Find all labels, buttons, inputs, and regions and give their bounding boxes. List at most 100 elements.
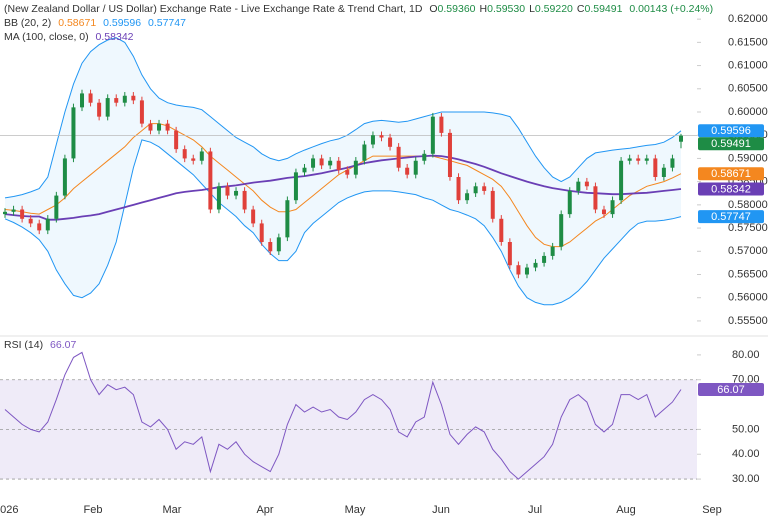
candle-body — [302, 167, 307, 173]
price-badge — [698, 210, 764, 224]
rsi-legend: RSI (14) 66.07 — [4, 339, 76, 351]
ohlc-value: 0.59491 — [584, 3, 622, 15]
candle-body — [482, 186, 487, 191]
price-badge-label: 0.58342 — [711, 183, 751, 195]
y-tick-label: 0.55500 — [728, 315, 768, 327]
candle-body — [80, 93, 85, 108]
candle-body — [388, 137, 393, 147]
candle-body — [191, 158, 196, 161]
candle-body — [405, 167, 410, 175]
header: (New Zealand Dollar / US Dollar) Exchang… — [4, 3, 713, 15]
candle-body — [636, 158, 641, 161]
ohlc-value: 0.59530 — [487, 3, 525, 15]
candle-body — [465, 193, 470, 201]
candle-body — [148, 123, 153, 131]
candle-body — [105, 98, 110, 117]
ohlc-value: 0.59360 — [438, 3, 476, 15]
candle-body — [584, 181, 589, 187]
rsi-badge-label: 66.07 — [717, 384, 745, 396]
candle-body — [97, 102, 102, 117]
candle-body — [567, 190, 572, 215]
candle-body — [319, 158, 324, 166]
x-tick-label: Feb — [84, 504, 103, 516]
bb-legend: BB (20, 2) 0.58671 0.59596 0.57747 — [4, 17, 186, 29]
candle-body — [627, 158, 632, 161]
ohlc: O0.59360 H0.59530 L0.59220 C0.59491 — [429, 3, 622, 15]
candle-body — [473, 186, 478, 194]
candle-body — [490, 190, 495, 219]
candle-body — [601, 209, 606, 215]
legend-area: (New Zealand Dollar / US Dollar) Exchang… — [4, 3, 713, 351]
x-tick-label: Jul — [528, 504, 542, 516]
candle-body — [499, 218, 504, 242]
candle-body — [653, 158, 658, 177]
candle-body — [430, 116, 435, 154]
candle-body — [165, 123, 170, 131]
price-badge-label: 0.57747 — [711, 211, 751, 223]
y-tick-label: 0.60500 — [728, 83, 768, 95]
candle-body — [182, 149, 187, 159]
candle-body — [533, 262, 538, 268]
candle-body — [619, 160, 624, 201]
candle-body — [157, 123, 162, 131]
rsi-tick-label: 30.00 — [732, 473, 760, 485]
candle-body — [268, 242, 273, 252]
header-title: (New Zealand Dollar / US Dollar) Exchang… — [4, 3, 423, 15]
candle-body — [242, 190, 247, 210]
candle-body — [661, 167, 666, 177]
candle-body — [670, 158, 675, 168]
x-tick-label: Apr — [256, 504, 273, 516]
ohlc-label: L — [529, 3, 535, 15]
ma-line — [4, 154, 682, 221]
candle-body — [293, 172, 298, 201]
bb-lower-line — [4, 139, 682, 306]
y-tick-label: 0.57000 — [728, 245, 768, 257]
candle-body — [422, 153, 427, 161]
candle-body — [114, 98, 119, 103]
y-tick-label: 0.61500 — [728, 36, 768, 48]
price-badge — [698, 182, 764, 196]
candle-body — [88, 93, 93, 103]
candle-body — [370, 135, 375, 145]
ma-value: 0.58342 — [96, 31, 134, 43]
candle-body — [524, 267, 529, 275]
ohlc-label: H — [480, 3, 488, 15]
candle-body — [216, 186, 221, 210]
rsi-tick-label: 50.00 — [732, 423, 760, 435]
plot-area: 0.62000 0.61500 0.61000 0.60500 0.60000 0.595… — [0, 13, 768, 516]
rsi-value: 66.07 — [50, 339, 76, 351]
y-tick-label: 0.62000 — [728, 13, 768, 25]
candle-body — [225, 186, 230, 196]
candle-body — [593, 186, 598, 210]
y-tick-label: 0.59000 — [728, 152, 768, 164]
candle-body — [285, 200, 290, 238]
y-tick-label: 0.57500 — [728, 222, 768, 234]
candle-body — [336, 160, 341, 171]
candle-body — [208, 151, 213, 210]
candle-body — [362, 144, 367, 161]
candle-body — [234, 190, 239, 196]
y-tick-label: 0.60000 — [728, 106, 768, 118]
candle-body — [251, 209, 256, 224]
candle-body — [311, 158, 316, 168]
ma-legend: MA (100, close, 0) 0.58342 — [4, 31, 134, 43]
candle-body — [559, 214, 564, 247]
ohlc-label: O — [429, 3, 437, 15]
candle-body — [353, 160, 358, 175]
bb-label: BB (20, 2) — [4, 17, 51, 29]
candle-body — [644, 158, 649, 161]
rsi-tick-label: 80.00 — [732, 349, 760, 361]
candle-body — [542, 255, 547, 263]
candle-body — [456, 177, 461, 201]
x-tick-label: Sep — [702, 504, 722, 516]
price-badge-label: 0.58671 — [711, 168, 751, 180]
rsi-tick-label: 40.00 — [732, 448, 760, 460]
candle-body — [379, 135, 384, 138]
bb-middle-line — [4, 123, 682, 248]
candle-body — [259, 223, 264, 242]
candle-body — [447, 132, 452, 177]
candle-body — [396, 146, 401, 168]
candle-body — [122, 95, 127, 103]
